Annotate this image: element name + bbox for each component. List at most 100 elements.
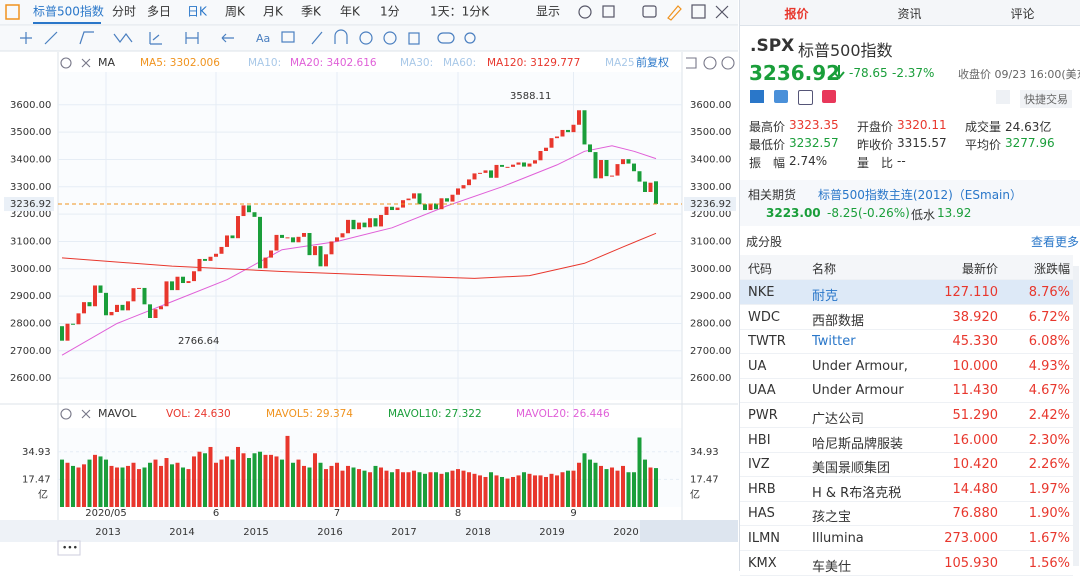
- volume-bar: [192, 456, 196, 507]
- measure-tool[interactable]: [185, 32, 199, 44]
- table-row[interactable]: WDC 西部数据 38.920 6.72%: [740, 305, 1073, 330]
- candle: [258, 216, 262, 269]
- table-row[interactable]: IVZ 美国景顺集团 10.420 2.26%: [740, 452, 1073, 478]
- checkbox-icon[interactable]: [602, 5, 615, 18]
- candle: [120, 304, 125, 311]
- settings-icon[interactable]: [578, 5, 592, 19]
- table-row[interactable]: HAS 孩之宝 76.880 1.90%: [740, 501, 1073, 527]
- tab[interactable]: 资讯: [897, 7, 922, 21]
- volume-bar: [219, 459, 224, 507]
- fullscreen[interactable]: [686, 57, 697, 69]
- bell-icon[interactable]: [996, 90, 1010, 104]
- fib-tool[interactable]: [149, 32, 162, 45]
- volume-bar: [197, 451, 202, 507]
- pen-icon[interactable]: [667, 5, 682, 21]
- favorite-icon[interactable]: [822, 90, 836, 103]
- stat-label: 最低价: [749, 138, 786, 152]
- table-row[interactable]: KMX 车美仕 105.930 1.56%: [740, 551, 1073, 576]
- camera-icon[interactable]: [642, 5, 657, 18]
- zoom-out[interactable]: [703, 56, 717, 70]
- candle: [571, 124, 576, 133]
- code: ILMN: [748, 531, 781, 546]
- toolbar-item[interactable]: 分时: [112, 5, 136, 19]
- name: 西部数据: [812, 313, 865, 329]
- toolbar-item[interactable]: 标普500指数: [33, 4, 104, 19]
- y-tick-label: 2700.00: [690, 346, 731, 357]
- table-row[interactable]: HRB H & R布洛克税 14.480 1.97%: [740, 477, 1073, 502]
- change-pct: -2.37%: [892, 66, 935, 80]
- zoom-in[interactable]: [721, 56, 735, 70]
- candle: [340, 233, 345, 238]
- table-row[interactable]: HBI 哈尼斯品牌服装 16.000 2.30%: [740, 428, 1073, 453]
- text-tool[interactable]: Aa: [256, 32, 270, 45]
- year-label: 2018: [465, 527, 490, 538]
- candle: [456, 188, 460, 195]
- y-tick-label: 2700.00: [10, 346, 51, 357]
- toolbar-item[interactable]: 显示: [536, 5, 560, 19]
- volume-close[interactable]: [81, 409, 91, 419]
- delete-tool[interactable]: [408, 32, 420, 45]
- code: HRB: [748, 481, 776, 497]
- volume-bar: [621, 465, 625, 507]
- volume-bar: [269, 454, 273, 507]
- close-icon[interactable]: [715, 5, 729, 19]
- table-row[interactable]: NKE 耐克 127.110 8.76%: [740, 280, 1073, 305]
- toolbar-item[interactable]: 年K: [340, 5, 361, 19]
- toolbar-item[interactable]: 季K: [301, 5, 322, 19]
- more-link[interactable]: 查看更多: [1031, 235, 1080, 249]
- toolbar: 标普500指数 分时 多日 日K 周K 月K 季K 年K 1分 1天：1分K 显示: [33, 4, 560, 24]
- toolbar-item[interactable]: 日K: [187, 5, 208, 19]
- lock-tool[interactable]: [359, 31, 373, 45]
- indicator-settings[interactable]: [60, 57, 72, 69]
- y-tick-label: 3100.00: [690, 236, 731, 247]
- tab[interactable]: 评论: [1010, 7, 1035, 21]
- toolbar-item[interactable]: 1分: [380, 5, 400, 19]
- crosshair-tool[interactable]: [20, 32, 32, 44]
- scroll-handle[interactable]: [57, 540, 81, 556]
- tag-icon[interactable]: [774, 90, 788, 103]
- table-row[interactable]: UAA Under Armour 11.430 4.67%: [740, 378, 1073, 404]
- table-row[interactable]: ILMN Illumina 273.000 1.67%: [740, 526, 1073, 551]
- line-tool[interactable]: [44, 31, 58, 45]
- adjust-mode[interactable]: 前复权: [636, 55, 669, 69]
- table-header: 代码 名称 最新价 涨跌幅: [740, 255, 1073, 280]
- table-row[interactable]: UA Under Armour, 10.000 4.93%: [740, 354, 1073, 379]
- indicator-close[interactable]: [81, 58, 91, 68]
- note-tool[interactable]: [281, 31, 295, 43]
- tab[interactable]: 报价: [784, 7, 809, 21]
- trade-button[interactable]: 快捷交易: [1020, 90, 1072, 108]
- candle: [247, 205, 251, 213]
- toolbar-item[interactable]: 多日: [147, 5, 171, 19]
- column-header: 代码: [748, 262, 773, 276]
- table-row[interactable]: TWTR Twitter 45.330 6.08%: [740, 329, 1073, 355]
- volume-settings[interactable]: [60, 408, 72, 420]
- arrow-tool[interactable]: [221, 33, 234, 43]
- stat-value: 3232.57: [789, 136, 839, 150]
- navigator-window[interactable]: [640, 520, 738, 542]
- flag-icon[interactable]: [750, 90, 764, 103]
- ruler-tool[interactable]: [311, 31, 323, 45]
- volume-bar: [412, 470, 416, 507]
- polyline-tool[interactable]: [79, 31, 94, 45]
- candle: [423, 204, 427, 211]
- hide-tool[interactable]: [383, 31, 397, 45]
- table-row[interactable]: PWR 广达公司 51.290 2.42%: [740, 403, 1073, 428]
- candle: [159, 306, 163, 310]
- eye-tool[interactable]: [437, 32, 455, 44]
- note-icon[interactable]: [798, 90, 813, 105]
- toolbar-item[interactable]: 周K: [225, 5, 246, 19]
- toolbar-item[interactable]: 1天：1分K: [430, 5, 490, 19]
- futures-name[interactable]: 标普500指数主连(2012)（ESmain）: [818, 188, 1022, 202]
- candle: [252, 212, 257, 217]
- wave-tool[interactable]: [113, 33, 133, 43]
- low-annotation: 2766.64: [178, 336, 219, 347]
- panel-icon[interactable]: [5, 4, 20, 20]
- sync-tool[interactable]: [464, 32, 476, 44]
- toolbar-item[interactable]: 月K: [263, 5, 284, 19]
- magnet-tool[interactable]: [334, 29, 348, 44]
- name: Under Armour,: [812, 358, 908, 374]
- year-label: 2015: [243, 527, 268, 538]
- volume-bar: [208, 446, 213, 507]
- y-tick-label: 3500.00: [10, 127, 51, 138]
- expand-icon[interactable]: [691, 4, 706, 19]
